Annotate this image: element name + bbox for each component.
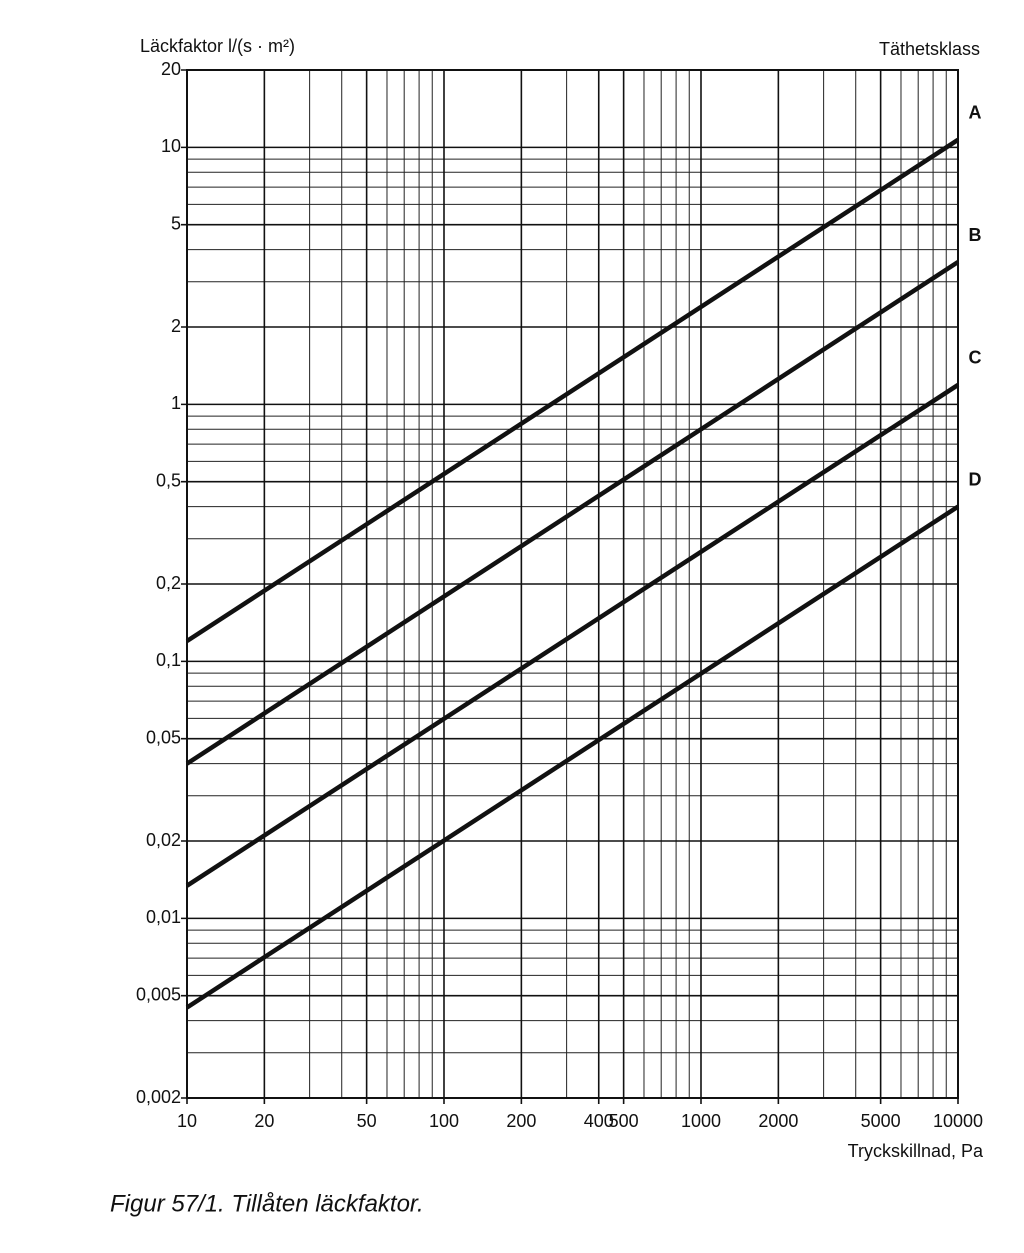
x-tick-label: 10000: [933, 1111, 983, 1131]
y-tick-label: 0,05: [146, 727, 181, 747]
x-tick-label: 100: [429, 1111, 459, 1131]
y-tick-label: 2: [171, 316, 181, 336]
y-tick-label: 20: [161, 59, 181, 79]
y-tick-label: 5: [171, 213, 181, 233]
series-label: C: [969, 348, 982, 368]
y-tick-label: 1: [171, 393, 181, 413]
series-label: D: [969, 469, 982, 489]
y-tick-label: 0,5: [156, 470, 181, 490]
series-line: [185, 260, 960, 766]
x-axis-title: Tryckskillnad, Pa: [848, 1141, 984, 1161]
x-tick-label: 5000: [861, 1111, 901, 1131]
x-tick-label: 1000: [681, 1111, 721, 1131]
x-tick-label: 400: [584, 1111, 614, 1131]
y-tick-label: 0,005: [136, 984, 181, 1004]
y-axis-title: Läckfaktor l/(s · m²): [140, 36, 295, 56]
x-tick-label: 2000: [758, 1111, 798, 1131]
series-label: B: [969, 225, 982, 245]
y-tick-label: 0,002: [136, 1087, 181, 1107]
series-label: A: [969, 103, 982, 123]
x-tick-label: 10: [177, 1111, 197, 1131]
x-tick-label: 20: [254, 1111, 274, 1131]
legend-title: Täthetsklass: [879, 39, 980, 59]
caption: Figur 57/1. Tillåten läckfaktor.: [110, 1190, 424, 1217]
series-line: [185, 383, 960, 888]
x-tick-label: 50: [357, 1111, 377, 1131]
x-tick-label: 500: [609, 1111, 639, 1131]
y-tick-label: 0,02: [146, 830, 181, 850]
y-tick-label: 10: [161, 136, 181, 156]
y-tick-label: 0,01: [146, 907, 181, 927]
x-tick-label: 200: [506, 1111, 536, 1131]
y-tick-label: 0,2: [156, 573, 181, 593]
series-line: [185, 137, 960, 643]
y-tick-label: 0,1: [156, 650, 181, 670]
plot-frame: [186, 69, 959, 1099]
series-line: [185, 504, 960, 1010]
